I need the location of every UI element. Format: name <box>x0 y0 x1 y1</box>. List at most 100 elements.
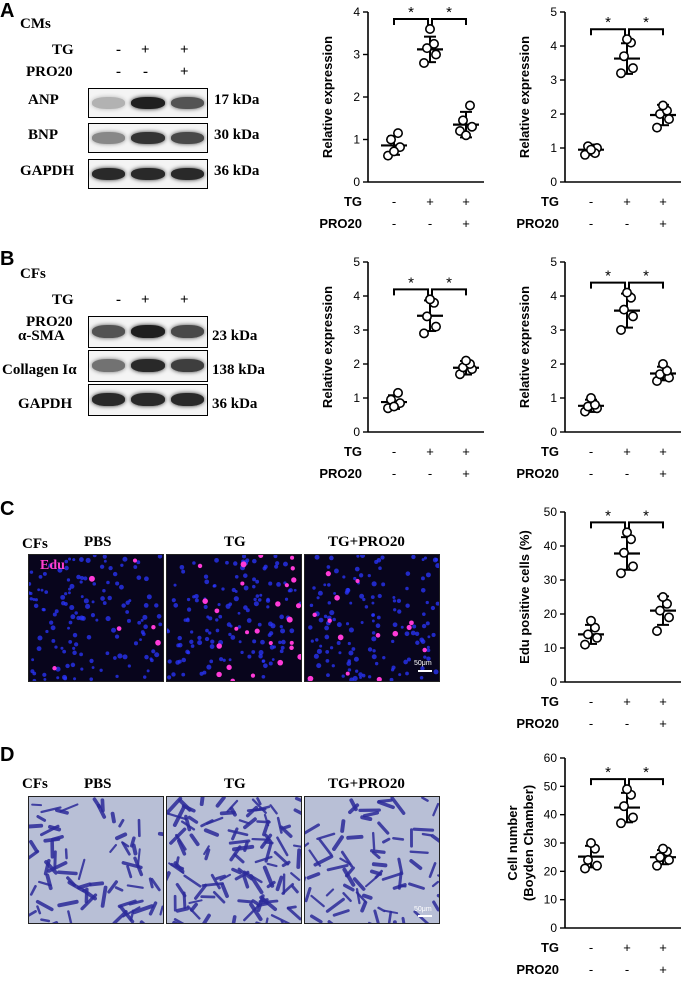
x-row-sign: - <box>392 194 396 209</box>
panel-a-tg-sign-1: - <box>116 42 121 58</box>
x-row-label: TG <box>541 444 559 459</box>
data-point <box>622 287 633 298</box>
significance-star: * <box>643 14 649 31</box>
significance-bracket <box>590 521 626 529</box>
x-row-sign: + <box>426 194 434 209</box>
data-point <box>619 51 630 62</box>
data-point <box>658 100 669 111</box>
data-point <box>422 43 433 54</box>
fluorescence-texture <box>167 555 301 681</box>
x-row-sign: - <box>589 194 593 209</box>
panel-a-pro20-sign-1: - <box>116 64 121 80</box>
significance-bracket <box>628 281 664 289</box>
panel-a-kda-2: 30 kDa <box>214 127 260 143</box>
panel-a-tg-sign-2: + <box>141 42 150 58</box>
data-point <box>386 134 397 145</box>
x-row-sign: + <box>659 694 667 709</box>
significance-star: * <box>408 274 414 291</box>
panel-b-blot-1 <box>88 316 208 348</box>
x-row-sign: - <box>625 716 629 731</box>
data-point <box>583 855 594 866</box>
data-point <box>586 838 597 849</box>
significance-star: * <box>605 507 611 524</box>
edu-scale-label: 50μm <box>414 660 432 667</box>
data-point <box>652 122 663 133</box>
y-tick-label: 0 <box>550 425 557 439</box>
data-point <box>664 855 675 866</box>
panel-b-kda-3: 36 kDa <box>212 396 258 412</box>
y-axis-label: Relative expression <box>517 36 532 158</box>
crystal-violet-texture <box>29 797 163 923</box>
x-row-sign: + <box>623 444 631 459</box>
significance-star: * <box>446 4 452 21</box>
panel-b-tg-sign-2: + <box>141 292 150 308</box>
y-tick-label: 60 <box>544 751 558 765</box>
panel-b-row-pro20: PRO20 <box>26 314 73 330</box>
panel-a-blot-label-2: BNP <box>28 127 58 143</box>
y-tick-label: 30 <box>544 573 558 587</box>
y-tick-label: 4 <box>353 289 360 303</box>
y-tick-label: 0 <box>353 425 360 439</box>
significance-star: * <box>643 507 649 524</box>
data-point <box>429 38 440 49</box>
blot-band <box>170 359 204 372</box>
data-point <box>580 863 591 874</box>
y-tick-label: 1 <box>550 391 557 405</box>
y-tick-label: 3 <box>353 48 360 62</box>
blot-band <box>170 393 204 406</box>
fluorescence-texture <box>307 555 439 681</box>
y-tick-label: 5 <box>353 255 360 269</box>
data-point <box>592 860 603 871</box>
x-row-sign: - <box>625 466 629 481</box>
panel-a-pro20-sign-2: - <box>143 64 148 80</box>
data-point <box>616 818 627 829</box>
data-point <box>393 128 404 139</box>
data-point <box>431 321 442 332</box>
data-point <box>616 325 627 336</box>
y-tick-label: 2 <box>550 357 557 371</box>
transwell-scale-label: 50μm <box>414 906 432 913</box>
chart-a-bnp: 0 1 2 3 4 5 Relative expression * * TG - + + PRO20 - - + <box>516 5 681 231</box>
x-row-sign: + <box>623 940 631 955</box>
x-row-sign: + <box>462 194 470 209</box>
x-row-label: TG <box>344 194 362 209</box>
panel-b-blot-label-3: GAPDH <box>18 396 73 412</box>
panel-a-row-tg: TG <box>52 42 74 58</box>
data-point <box>586 615 597 626</box>
panel-a-blot-label-3: GAPDH <box>20 163 75 179</box>
data-point <box>419 57 430 68</box>
data-point <box>461 130 472 141</box>
data-point <box>393 387 404 398</box>
blot-band <box>170 96 204 109</box>
blot-band <box>131 359 165 372</box>
x-row-sign: + <box>659 194 667 209</box>
x-row-sign: - <box>589 694 593 709</box>
blot-band <box>92 131 126 144</box>
blot-band <box>92 167 126 180</box>
y-tick-label: 2 <box>353 90 360 104</box>
panel-letter-b: B <box>0 248 15 270</box>
x-row-label: PRO20 <box>516 466 559 481</box>
x-row-sign: + <box>462 444 470 459</box>
x-row-label: PRO20 <box>516 962 559 977</box>
y-tick-label: 4 <box>353 5 360 19</box>
data-point <box>628 812 639 823</box>
x-row-label: TG <box>541 194 559 209</box>
chart-d-boyden: 0 10 20 30 40 50 60 Cell number (Boyden Chamber)… <box>505 751 681 977</box>
significance-bracket <box>590 778 626 786</box>
y-tick-label: 5 <box>550 5 557 19</box>
significance-bracket <box>590 28 626 36</box>
data-point <box>583 629 594 640</box>
chart-a-anp: 0 1 2 3 4 Relative expression * * TG - + + PRO20 - - + <box>319 4 484 231</box>
data-point <box>580 639 591 650</box>
panel-c-title-3: TG+PRO20 <box>328 534 405 550</box>
panel-b-blot-label-1: α-SMA <box>18 328 65 344</box>
y-axis-label: Relative expression <box>320 36 335 158</box>
panel-a-row-pro20: PRO20 <box>26 64 73 80</box>
data-point <box>465 100 476 111</box>
x-row-label: PRO20 <box>319 466 362 481</box>
transwell-scale-bar <box>418 915 432 917</box>
data-point <box>419 328 430 339</box>
data-point <box>592 632 603 643</box>
y-tick-label: 20 <box>544 607 558 621</box>
